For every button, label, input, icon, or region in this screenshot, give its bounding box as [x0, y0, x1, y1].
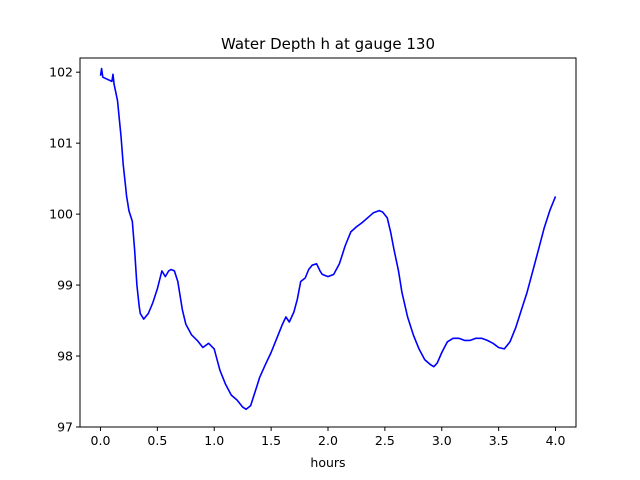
y-tick-label: 99 [57, 278, 73, 293]
x-tick-label: 2.5 [375, 433, 395, 448]
y-tick-label: 97 [57, 420, 73, 435]
x-axis-label: hours [310, 455, 345, 470]
x-tick-label: 3.0 [432, 433, 452, 448]
y-tick-label: 98 [57, 349, 73, 364]
x-tick-label: 4.0 [546, 433, 566, 448]
series-line-0 [99, 67, 557, 411]
x-tick-label: 0.5 [147, 433, 167, 448]
plot-area: 0.0 0.5 1.0 1.5 2.0 2.5 3.0 3.5 4.0 97 98 99 100 101 1… [49, 57, 577, 448]
y-tick-label: 101 [49, 136, 73, 151]
x-tick-label: 0.0 [91, 433, 111, 448]
y-tick-label: 102 [49, 65, 73, 80]
x-tick-label: 1.0 [204, 433, 224, 448]
y-tick-label: 100 [49, 207, 73, 222]
x-tick-label: 1.5 [261, 433, 281, 448]
x-tick-label: 3.5 [489, 433, 509, 448]
chart-title: Water Depth h at gauge 130 [221, 35, 435, 53]
x-tick-label: 2.0 [318, 433, 338, 448]
